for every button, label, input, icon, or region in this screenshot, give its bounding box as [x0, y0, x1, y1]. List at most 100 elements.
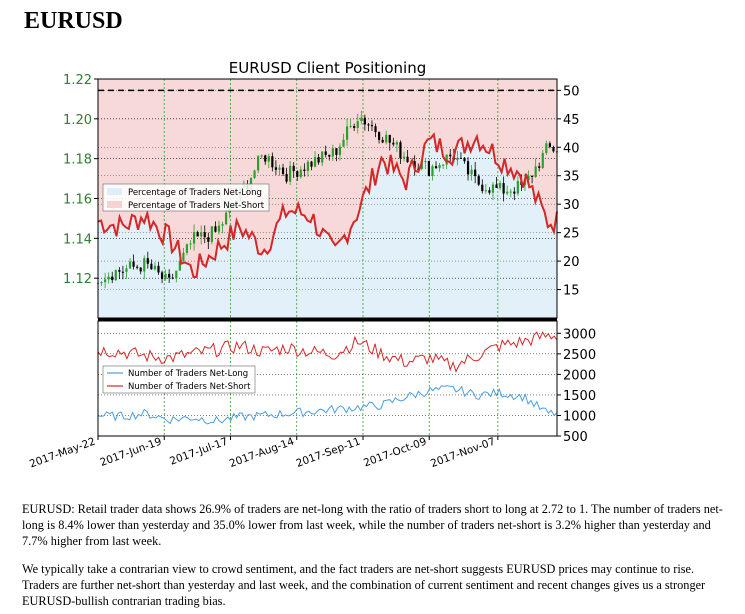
price-candle [196, 232, 199, 237]
price-candle [338, 146, 342, 155]
price-candle [210, 226, 213, 242]
price-candle [253, 170, 256, 179]
x-tick-label: 2017-May-22 [28, 436, 97, 471]
pct-tick-label: 50 [563, 84, 580, 99]
price-candle [100, 282, 103, 284]
legend-swatch-net-short [107, 201, 122, 208]
pct-tick-label: 35 [563, 170, 580, 185]
price-candle [285, 173, 288, 182]
price-candle [374, 126, 377, 133]
price-candle [182, 252, 185, 261]
price-candle [143, 258, 146, 272]
price-candle [118, 270, 121, 272]
price-candle [434, 166, 438, 169]
price-candle [111, 276, 114, 281]
price-candle [164, 273, 167, 279]
price-tick-label: 1.20 [63, 113, 92, 128]
price-candle [281, 167, 285, 174]
price-candle [321, 151, 324, 163]
pct-tick-label: 25 [563, 227, 580, 242]
price-candle [427, 161, 431, 176]
price-candle [203, 232, 206, 238]
price-candle [417, 168, 420, 170]
price-candle [292, 165, 295, 172]
price-candle [278, 167, 281, 170]
price-candle [406, 156, 409, 163]
price-candle [175, 270, 178, 279]
x-tick-label: 2017-Jul-17 [168, 436, 229, 468]
price-candle [125, 268, 128, 272]
bottom-panel-frame [97, 320, 558, 437]
price-candle [104, 279, 107, 283]
legend-label-count-short: Number of Traders Net-Short [128, 382, 251, 392]
price-candle [413, 161, 416, 169]
price-candle [431, 166, 434, 176]
price-candle [377, 132, 381, 140]
price-candle [424, 161, 427, 163]
price-candle [178, 260, 181, 271]
price-candle [267, 156, 270, 162]
legend-label-count-long: Number of Traders Net-Long [128, 369, 248, 379]
top-legend: Percentage of Traders Net-Long Percentage… [102, 183, 270, 212]
page-title: EURUSD [24, 8, 123, 34]
price-candle [516, 180, 519, 194]
price-candle [153, 265, 157, 270]
price-candle [470, 169, 473, 175]
price-candle [502, 183, 505, 194]
price-candle [107, 276, 110, 280]
price-candle [146, 258, 149, 264]
price-candle [545, 143, 548, 154]
price-candle [335, 148, 338, 155]
price-candle [121, 271, 125, 273]
price-candle [189, 243, 192, 245]
price-candle [171, 277, 174, 279]
price-candle [136, 266, 139, 268]
price-candle [527, 175, 530, 181]
price-candle [356, 121, 359, 128]
x-tick-label: 2017-Jun-19 [98, 436, 163, 469]
pct-tick-label: 30 [563, 198, 580, 213]
net-long-count-line [97, 385, 558, 425]
price-candle [160, 272, 164, 279]
price-candle [399, 142, 402, 159]
price-candle [207, 237, 210, 242]
price-candle [289, 165, 292, 182]
price-candle [513, 191, 516, 194]
price-candle [466, 161, 470, 175]
price-candle [150, 263, 153, 270]
price-candle [328, 154, 331, 157]
price-candle [385, 134, 388, 143]
price-candle [317, 157, 320, 163]
price-candle [214, 226, 217, 232]
legend-label-pct-long: Percentage of Traders Net-Long [128, 188, 262, 198]
count-tick-label: 1000 [563, 409, 596, 424]
summary-paragraph: EURUSD: Retail trader data shows 26.9% o… [22, 502, 723, 548]
price-candle [381, 139, 384, 143]
price-candle [313, 157, 317, 167]
price-candle [456, 157, 459, 161]
price-candle [445, 154, 448, 165]
pct-net-short-line [97, 132, 558, 279]
price-candle [481, 184, 484, 192]
price-candle [342, 139, 345, 147]
price-candle [495, 184, 498, 188]
price-candle [509, 191, 512, 193]
price-candle [477, 176, 480, 185]
count-tick-label: 2500 [563, 348, 596, 363]
price-candle [353, 125, 356, 128]
price-candle [491, 184, 495, 193]
net-long-fill [98, 134, 557, 318]
chart-title: EURUSD Client Positioning [229, 59, 427, 77]
price-candle [260, 155, 263, 157]
x-tick-label: 2017-Aug-14 [228, 435, 296, 470]
price-candle [303, 169, 306, 172]
price-candle [388, 134, 391, 143]
price-candle [498, 183, 502, 188]
price-candle [264, 155, 267, 162]
price-candle [474, 169, 477, 177]
price-candle [249, 178, 253, 190]
price-candle [538, 166, 541, 168]
pct-tick-label: 45 [563, 113, 580, 128]
price-candle [299, 169, 302, 177]
price-candle [331, 148, 334, 157]
